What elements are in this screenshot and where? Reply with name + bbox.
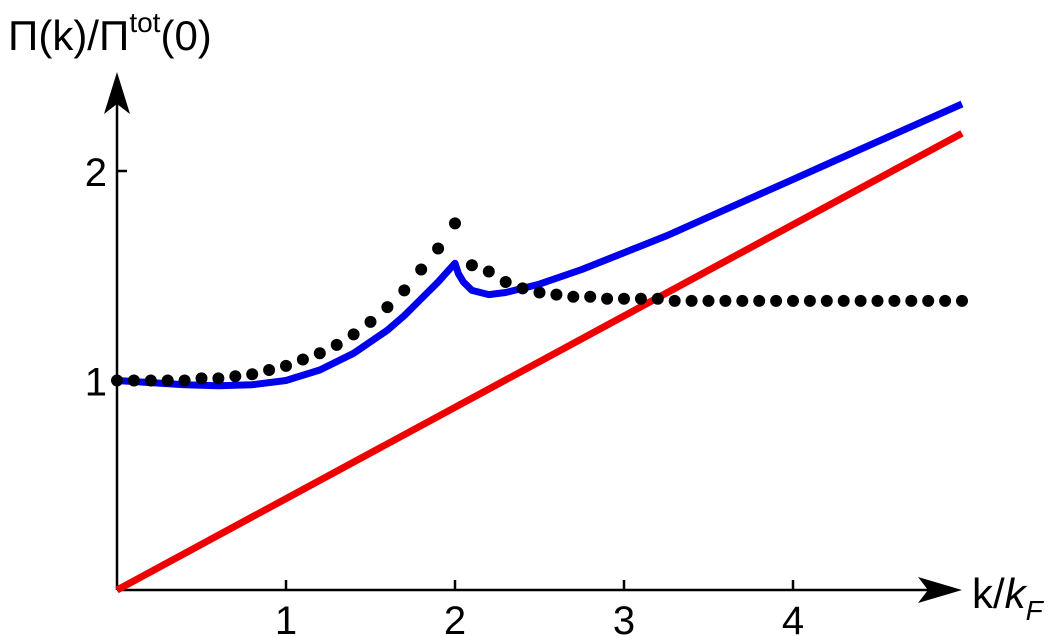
data-point xyxy=(161,374,174,387)
data-point xyxy=(195,372,208,385)
data-point xyxy=(465,259,478,272)
data-point xyxy=(922,294,935,307)
data-point xyxy=(280,359,292,372)
data-point xyxy=(685,294,698,307)
data-point xyxy=(719,294,732,307)
data-point xyxy=(296,353,309,366)
data-point xyxy=(144,374,157,387)
data-point xyxy=(263,364,276,377)
data-point xyxy=(787,294,799,307)
data-point xyxy=(888,294,901,307)
data-point xyxy=(567,290,580,303)
data-point xyxy=(313,347,326,360)
data-point xyxy=(956,294,968,307)
data-point xyxy=(550,288,563,301)
data-point xyxy=(702,294,715,307)
data-point xyxy=(736,294,749,307)
data-point xyxy=(178,374,191,387)
data-point xyxy=(803,294,816,307)
data-point xyxy=(820,294,833,307)
data-point xyxy=(905,294,918,307)
data-point xyxy=(432,242,445,255)
data-point xyxy=(347,328,360,341)
y-tick-label: 1 xyxy=(85,361,107,405)
data-point xyxy=(516,282,529,295)
data-point xyxy=(499,276,512,289)
data-point xyxy=(212,372,225,385)
data-point xyxy=(398,284,411,297)
y-axis-title-superscript: tot xyxy=(129,7,160,38)
data-point xyxy=(668,294,681,307)
data-point xyxy=(246,368,259,381)
data-point xyxy=(618,292,630,305)
data-point xyxy=(364,315,377,328)
data-point xyxy=(449,217,461,230)
data-point xyxy=(753,294,766,307)
data-point xyxy=(871,294,884,307)
data-point xyxy=(482,265,495,278)
x-axis-title: k/kF xyxy=(972,570,1045,626)
x-tick-label: 1 xyxy=(275,599,297,637)
data-point xyxy=(770,294,783,307)
x-axis-title-subscript: F xyxy=(1026,595,1045,626)
data-point xyxy=(330,338,343,351)
y-axis-title: Π(k)/Πtot(0) xyxy=(8,7,212,59)
x-tick-label: 3 xyxy=(613,599,635,637)
x-tick-label: 4 xyxy=(782,599,804,637)
axis-ticks: 1 2 3 4 1 2 xyxy=(85,151,804,637)
series-layer xyxy=(111,100,968,594)
data-point xyxy=(854,294,867,307)
red-series-line xyxy=(115,130,964,594)
data-point xyxy=(651,292,664,305)
y-axis-title-prefix: Π(k)/Π xyxy=(8,12,129,59)
data-point xyxy=(584,290,597,303)
data-point xyxy=(939,294,952,307)
data-point xyxy=(837,294,850,307)
x-axis-arrowhead xyxy=(918,577,962,603)
data-point xyxy=(111,374,123,387)
x-axis-title-variable: k xyxy=(1005,570,1028,617)
dotted-series xyxy=(111,217,968,387)
blue-series-line xyxy=(116,100,964,390)
data-point xyxy=(533,286,546,299)
data-point xyxy=(127,374,140,387)
x-tick-label: 2 xyxy=(444,599,466,637)
data-point xyxy=(601,292,614,305)
data-point xyxy=(381,301,394,314)
y-tick-label: 2 xyxy=(85,151,107,195)
data-point xyxy=(229,370,242,383)
y-axis-arrowhead xyxy=(104,72,130,114)
x-axis-title-prefix: k/ xyxy=(972,570,1005,617)
y-axis-title-suffix: (0) xyxy=(160,12,211,59)
data-point xyxy=(415,263,428,276)
data-point xyxy=(634,292,647,305)
